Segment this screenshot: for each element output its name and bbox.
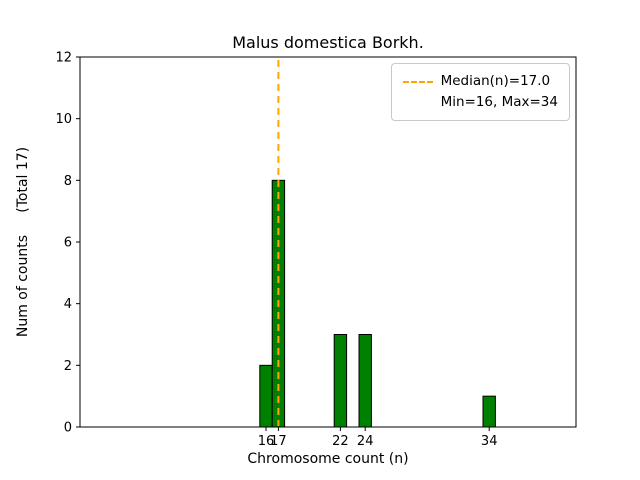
y-tick-label-12: 12 [55, 51, 72, 66]
x-tick-label-22: 22 [332, 434, 349, 449]
bar-24 [358, 334, 372, 428]
legend-median-label: Median(n)=17.0 [440, 73, 551, 89]
x-tick-label-16: 16 [258, 434, 275, 449]
y-tick-label-4: 4 [64, 297, 72, 312]
y-tick-label-6: 6 [64, 236, 72, 251]
legend-minmax-label: Min=16, Max=34 [440, 94, 558, 110]
y-axis-label: Num of counts (Total 17) [15, 146, 31, 338]
bar-34 [482, 395, 496, 428]
x-tick-label-17: 17 [270, 434, 287, 449]
chart-title: Malus domestica Borkh. [232, 33, 424, 52]
bar-22 [333, 334, 348, 428]
y-tick-label-0: 0 [64, 421, 72, 436]
y-tick-label-8: 8 [64, 174, 72, 189]
bar-16 [259, 364, 273, 428]
y-tick-label-10: 10 [55, 112, 72, 127]
legend-entry-minmax: Min=16, Max=34 [403, 92, 558, 113]
y-tick-label-2: 2 [64, 359, 72, 374]
median-dashed-line-sample [402, 80, 433, 83]
legend-entry-median: Median(n)=17.0 [402, 71, 558, 92]
x-axis-label: Chromosome count (n) [247, 451, 409, 467]
legend: Median(n)=17.0 Min=16, Max=34 [390, 63, 570, 121]
x-tick-label-24: 24 [357, 434, 374, 449]
x-tick-label-34: 34 [481, 434, 498, 449]
